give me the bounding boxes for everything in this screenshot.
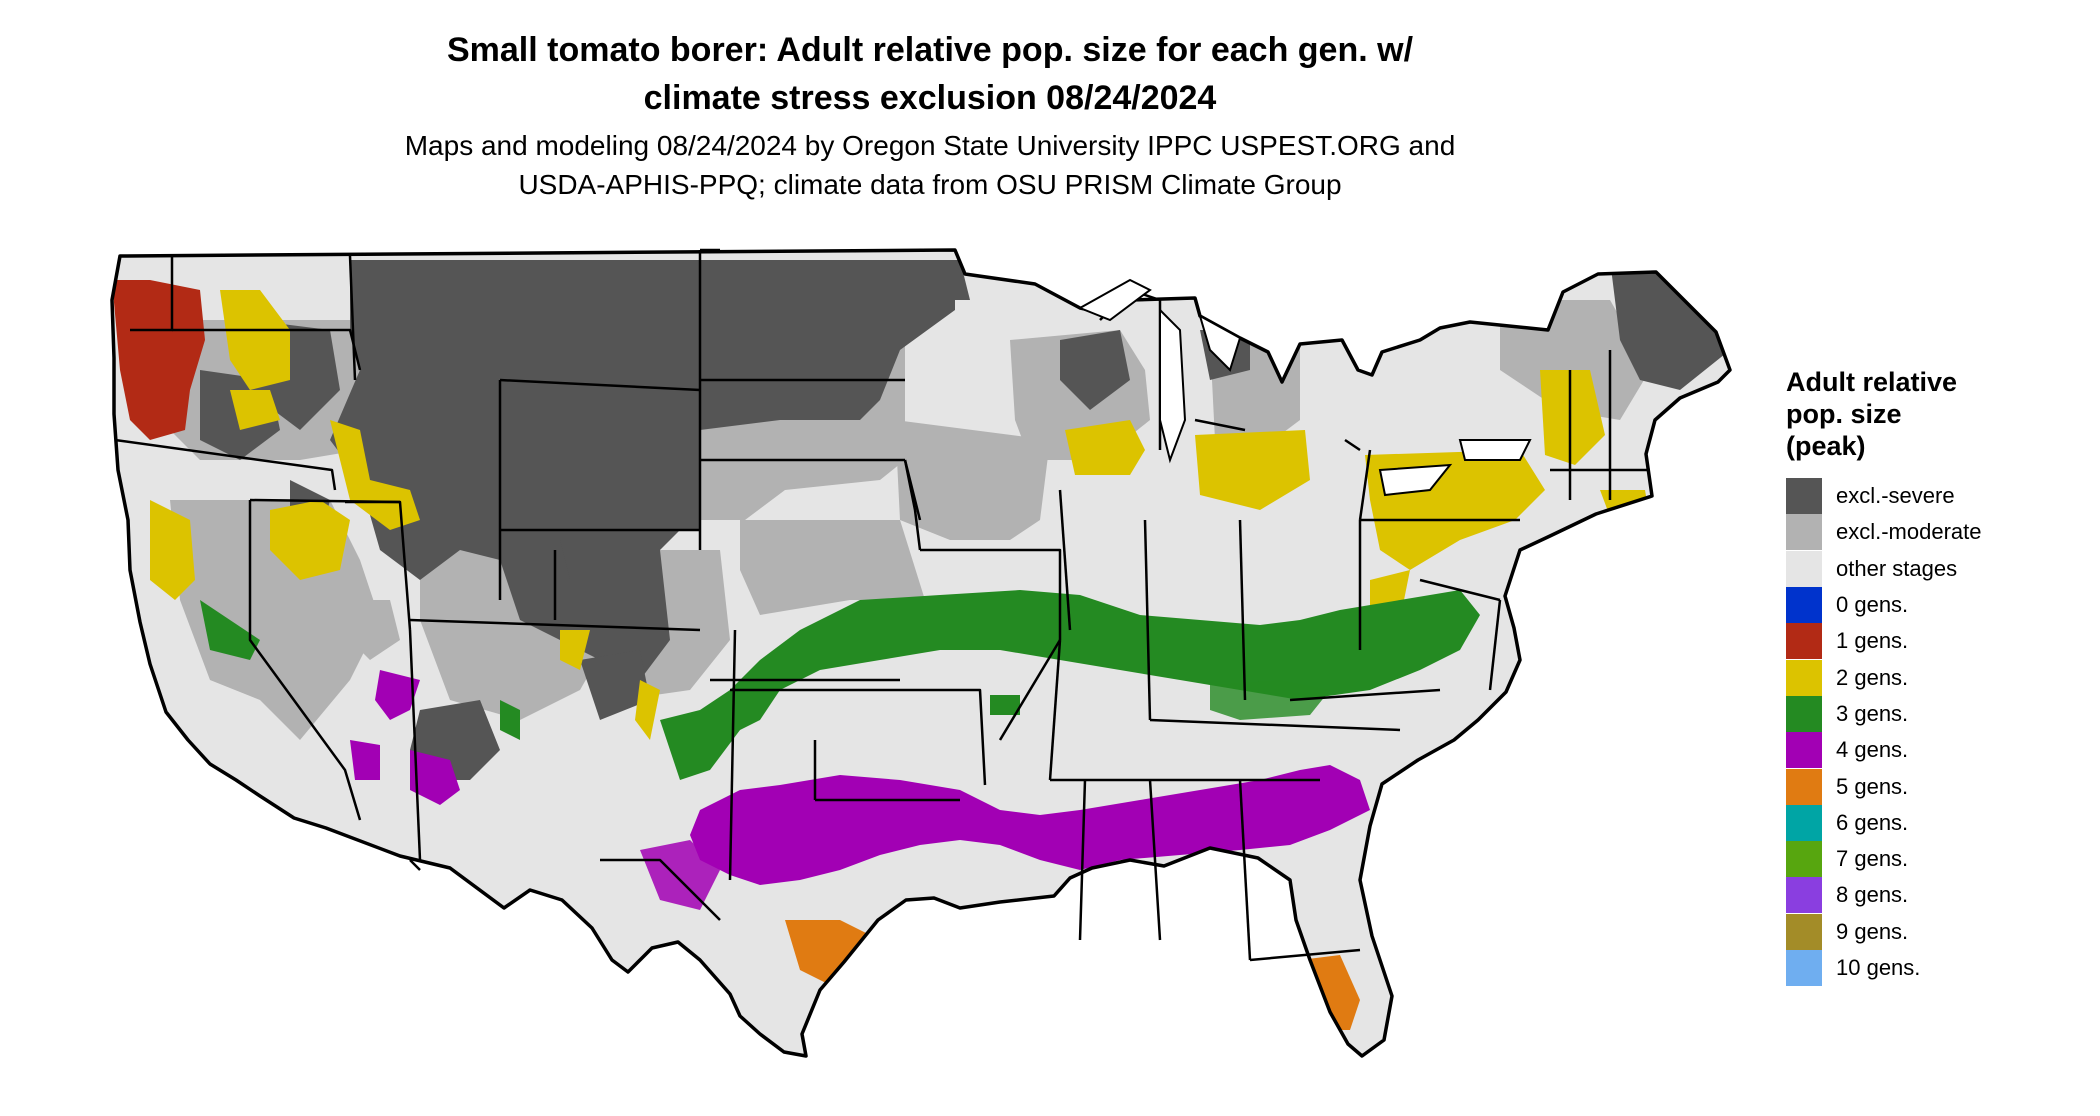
legend-title-line: Adult relative (1786, 367, 1958, 397)
legend-label: 0 gens. (1836, 592, 1909, 618)
legend-swatch (1786, 950, 1822, 986)
legend-item-9-gens: 9 gens. (1786, 913, 2086, 950)
legend-swatch (1786, 768, 1822, 805)
legend-label: 7 gens. (1836, 846, 1909, 872)
legend-swatch (1786, 841, 1822, 878)
legend-swatch (1786, 587, 1822, 624)
legend-swatch (1786, 514, 1822, 551)
us-map (110, 248, 1732, 1058)
legend-label: 4 gens. (1836, 737, 1909, 763)
legend-item-2-gens: 2 gens. (1786, 659, 2086, 696)
legend-item-other-stages: other stages (1786, 550, 2086, 587)
legend-label: 3 gens. (1836, 700, 1909, 726)
legend-title: Adult relative pop. size (peak) (1786, 366, 2086, 462)
legend-swatch (1786, 804, 1822, 841)
legend-item-4-gens: 4 gens. (1786, 732, 2086, 769)
legend-label: 6 gens. (1836, 809, 1909, 835)
map-title: Small tomato borer: Adult relative pop. … (0, 26, 1860, 122)
legend-item-6-gens: 6 gens. (1786, 804, 2086, 841)
legend-swatch (1786, 550, 1822, 587)
legend-swatch (1786, 478, 1822, 515)
legend-item-1-gens: 1 gens. (1786, 623, 2086, 660)
legend-label: 5 gens. (1836, 773, 1909, 799)
legend-swatch (1786, 913, 1822, 950)
legend-label: 2 gens. (1836, 664, 1909, 690)
legend-items: excl.-severe excl.-moderate other stages… (1786, 478, 2086, 986)
legend-label: 1 gens. (1836, 628, 1909, 654)
legend-label: excl.-moderate (1836, 519, 1982, 545)
map-subtitle-line-2: USDA-APHIS-PPQ; climate data from OSU PR… (518, 169, 1342, 200)
legend-item-7-gens: 7 gens. (1786, 841, 2086, 878)
legend: Adult relative pop. size (peak) excl.-se… (1786, 366, 2086, 986)
legend-label: 10 gens. (1836, 955, 1921, 980)
map-subtitle-line-1: Maps and modeling 08/24/2024 by Oregon S… (404, 130, 1456, 161)
legend-item-0-gens: 0 gens. (1786, 587, 2086, 624)
legend-label: other stages (1836, 555, 1958, 581)
legend-label: excl.-severe (1836, 483, 1955, 509)
legend-item-5-gens: 5 gens. (1786, 768, 2086, 805)
legend-title-line: (peak) (1786, 431, 1866, 461)
legend-item-excl-moderate: excl.-moderate (1786, 514, 2086, 551)
legend-item-excl-severe: excl.-severe (1786, 478, 2086, 515)
legend-item-8-gens: 8 gens. (1786, 877, 2086, 914)
legend-swatch (1786, 877, 1822, 914)
legend-item-10-gens: 10 gens. (1786, 950, 2086, 986)
legend-swatch (1786, 695, 1822, 732)
map-title-line-1: Small tomato borer: Adult relative pop. … (446, 31, 1414, 69)
legend-item-3-gens: 3 gens. (1786, 695, 2086, 732)
legend-label: 9 gens. (1836, 918, 1909, 944)
map-area (0, 220, 1760, 1116)
legend-label: 8 gens. (1836, 882, 1909, 908)
legend-title-line: pop. size (1786, 399, 1902, 429)
map-subtitle: Maps and modeling 08/24/2024 by Oregon S… (0, 126, 1860, 204)
map-title-line-2: climate stress exclusion 08/24/2024 (643, 79, 1217, 117)
legend-swatch (1786, 623, 1822, 660)
legend-swatch (1786, 732, 1822, 769)
legend-swatch (1786, 659, 1822, 696)
